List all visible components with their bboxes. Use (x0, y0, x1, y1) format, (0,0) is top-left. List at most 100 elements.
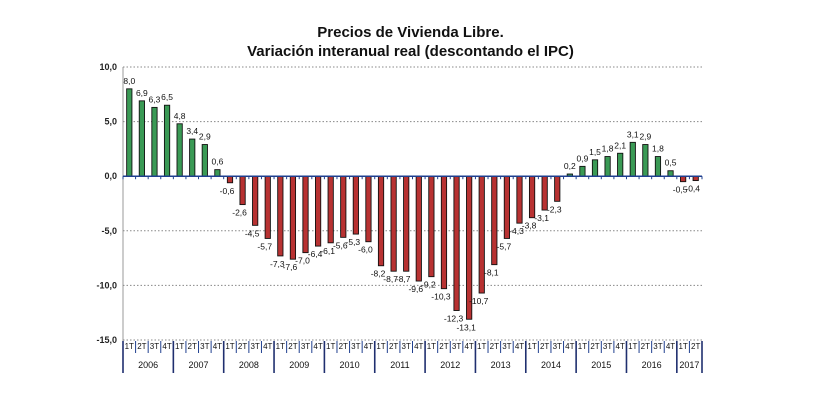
bar (554, 175, 561, 202)
quarter-label: 4T (616, 342, 625, 351)
data-label: 6,3 (149, 94, 161, 104)
bar (189, 138, 196, 177)
data-label: -5,3 (346, 237, 361, 247)
data-label: 3,4 (186, 126, 198, 136)
quarter-label: 3T (603, 342, 612, 351)
y-tick-label: 0,0 (104, 171, 117, 181)
quarter-label: 1T (276, 342, 285, 351)
data-label: -8,7 (396, 274, 411, 284)
data-label: 1,5 (589, 147, 601, 157)
quarter-label: 2T (691, 342, 700, 351)
chart-subtitle: Variación interanual real (descontando e… (247, 43, 574, 60)
quarter-label: 4T (565, 342, 574, 351)
data-label: 8,0 (123, 76, 135, 86)
bar (403, 175, 410, 272)
year-label: 2017 (679, 360, 699, 370)
bar (365, 175, 372, 243)
data-label: -7,6 (283, 262, 298, 272)
quarter-label: 1T (376, 342, 385, 351)
data-label: -8,2 (371, 269, 386, 279)
bar (176, 123, 183, 177)
quarter-label: 4T (213, 342, 222, 351)
quarter-label: 1T (628, 342, 637, 351)
bar (252, 175, 259, 226)
quarter-label: 1T (578, 342, 587, 351)
quarter-label: 4T (666, 342, 675, 351)
bar (617, 152, 624, 177)
year-label: 2015 (591, 360, 611, 370)
quarter-label: 1T (225, 342, 234, 351)
quarter-label: 1T (678, 342, 687, 351)
quarter-label: 4T (464, 342, 473, 351)
data-label: -12,3 (444, 314, 464, 324)
quarter-label: 1T (125, 342, 134, 351)
quarter-label: 3T (502, 342, 511, 351)
data-label: -7,0 (295, 256, 310, 266)
quarter-label: 2T (238, 342, 247, 351)
bar (377, 175, 385, 267)
data-label: -8,1 (484, 268, 499, 278)
data-label: -9,6 (408, 284, 423, 294)
quarter-label: 2T (389, 342, 398, 351)
quarter-label: 3T (250, 342, 259, 351)
y-tick-label: 5,0 (104, 117, 117, 127)
data-label: 3,1 (627, 129, 639, 139)
bar (163, 104, 171, 177)
bar (440, 175, 448, 290)
quarter-label: 2T (188, 342, 197, 351)
bar (654, 156, 662, 177)
bar (126, 88, 133, 177)
data-label: -5,7 (497, 241, 512, 251)
bar (415, 175, 422, 282)
quarter-label: 4T (515, 342, 524, 351)
data-label: -3,1 (534, 213, 549, 223)
data-label: 4,8 (174, 111, 186, 121)
bar (604, 156, 611, 177)
quarter-label: 3T (200, 342, 209, 351)
data-label: -0,4 (685, 184, 700, 194)
data-label: 1,8 (602, 144, 614, 154)
bar (667, 170, 674, 177)
quarter-label: 3T (553, 342, 562, 351)
bar (201, 144, 208, 177)
bar (226, 175, 234, 184)
quarter-label: 2T (490, 342, 499, 351)
year-label: 2011 (390, 360, 409, 370)
quarter-label: 3T (301, 342, 310, 351)
data-label: -4,3 (509, 226, 524, 236)
quarter-label: 2T (590, 342, 599, 351)
data-label: -4,5 (245, 228, 260, 238)
quarter-label: 2T (540, 342, 549, 351)
data-label: -13,1 (456, 322, 476, 332)
quarter-label: 1T (427, 342, 436, 351)
bar (453, 175, 460, 311)
bar (340, 175, 347, 238)
quarter-label: 3T (452, 342, 461, 351)
data-label: 2,9 (639, 132, 651, 142)
year-label: 2014 (541, 360, 561, 370)
quarter-label: 3T (150, 342, 159, 351)
bar (528, 175, 536, 219)
bar (151, 106, 158, 177)
data-label: 0,2 (564, 161, 576, 171)
data-label: 0,9 (577, 153, 589, 163)
year-label: 2016 (642, 360, 662, 370)
bar (428, 175, 435, 278)
quarter-label: 4T (263, 342, 272, 351)
data-label: -5,6 (333, 240, 348, 250)
quarter-label: 4T (162, 342, 171, 351)
y-tick-label: -5,0 (101, 226, 117, 236)
bar (289, 175, 297, 260)
bar (214, 169, 221, 177)
quarter-label: 2T (439, 342, 448, 351)
bar (579, 165, 586, 177)
data-label: -8,7 (383, 274, 398, 284)
data-label: -9,2 (421, 280, 436, 290)
data-label: -7,3 (270, 259, 285, 269)
bar (642, 144, 649, 177)
quarter-label: 4T (414, 342, 423, 351)
bar (327, 175, 334, 244)
year-label: 2008 (239, 360, 259, 370)
y-tick-label: -10,0 (96, 280, 117, 290)
